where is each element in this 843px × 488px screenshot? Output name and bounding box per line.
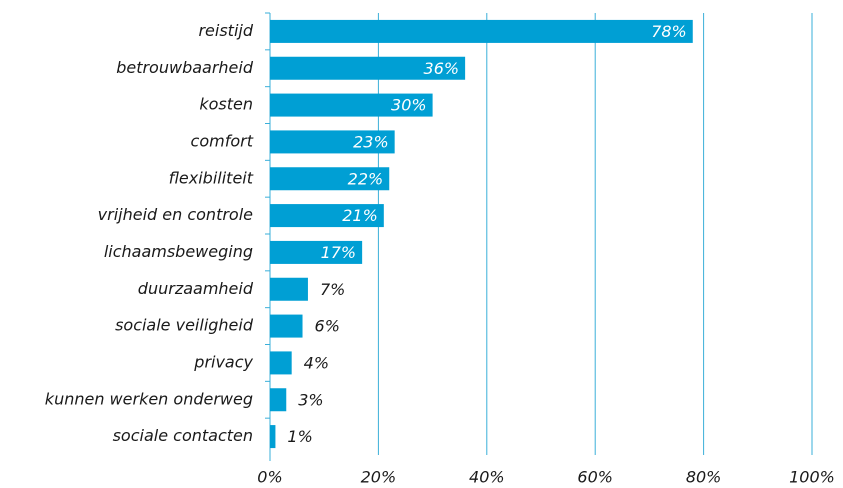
bar: [270, 388, 287, 412]
data-label: 17%: [321, 243, 357, 262]
data-label: 36%: [424, 59, 460, 78]
y-tick-label: privacy: [193, 352, 253, 371]
bar: [270, 351, 292, 375]
bar: [270, 314, 303, 338]
bar: [270, 425, 276, 449]
x-tick-label: 100%: [789, 468, 835, 487]
bar: [270, 130, 395, 154]
bar: [270, 56, 466, 80]
x-tick-label: 20%: [361, 468, 397, 487]
y-tick-label: kunnen werken onderweg: [45, 389, 253, 408]
y-tick-label: flexibiliteit: [169, 168, 254, 187]
y-tick-label: reistijd: [198, 21, 253, 40]
bar: [270, 167, 390, 191]
data-label: 78%: [651, 22, 687, 41]
x-tick-label: 80%: [686, 468, 722, 487]
bar: [270, 277, 308, 301]
y-tick-label: kosten: [199, 95, 253, 114]
bar: [270, 240, 363, 264]
bar: [270, 19, 693, 43]
y-tick-label: sociale veiligheid: [115, 316, 254, 335]
data-label: 21%: [342, 206, 378, 225]
y-tick-label: betrouwbaarheid: [116, 58, 254, 77]
data-label: 30%: [391, 96, 427, 115]
x-tick-label: 0%: [257, 468, 282, 487]
x-tick-label: 60%: [577, 468, 613, 487]
data-label: 7%: [320, 280, 345, 299]
y-tick-label: lichaamsbeweging: [104, 242, 253, 261]
y-tick-label: sociale contacten: [113, 426, 253, 445]
data-label: 23%: [353, 132, 389, 151]
data-label: 1%: [287, 427, 312, 446]
y-tick-label: vrijheid en controle: [98, 205, 253, 224]
x-tick-label: 40%: [469, 468, 505, 487]
data-label: 3%: [298, 390, 323, 409]
y-tick-label: duurzaamheid: [138, 279, 254, 298]
bar: [270, 204, 384, 228]
data-label: 22%: [348, 169, 384, 188]
y-tick-label: comfort: [191, 131, 254, 150]
data-label: 4%: [304, 353, 329, 372]
data-label: 6%: [315, 317, 340, 336]
bar: [270, 93, 433, 117]
